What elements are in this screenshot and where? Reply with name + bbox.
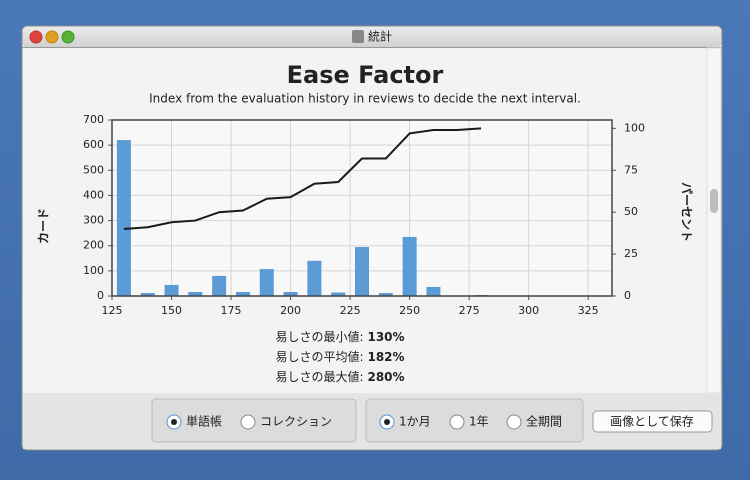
y-tick-label: 400 xyxy=(83,188,104,201)
x-tick-label: 150 xyxy=(161,304,182,317)
bar xyxy=(307,260,322,296)
stat: 易しさの最小値: 130% xyxy=(275,329,404,344)
y-axis-label: カード xyxy=(37,208,51,244)
title-bar xyxy=(22,26,722,48)
stat-value: 280% xyxy=(367,370,404,384)
bar xyxy=(426,286,441,296)
chart-subtitle: Index from the evaluation history in rev… xyxy=(149,92,581,106)
x-tick-label: 300 xyxy=(518,304,539,317)
stat: 易しさの最大値: 280% xyxy=(275,369,404,384)
stat-label: 易しさの最小値: xyxy=(275,329,363,344)
bar xyxy=(331,292,346,296)
radio-button[interactable] xyxy=(240,414,256,430)
bar xyxy=(378,292,393,296)
y2-tick-label: 100 xyxy=(624,121,645,134)
stats: 易しさの最小値: 130% 易しさの平均値: 182% 易しさの最大値: 280% xyxy=(275,329,404,384)
x-tick-label: 125 xyxy=(102,304,123,317)
stat-label: 易しさの平均値: xyxy=(275,349,363,364)
radio-label[interactable]: 1年 xyxy=(469,415,489,429)
plot-frame xyxy=(111,119,613,297)
bar xyxy=(140,292,155,296)
y-tick-label: 200 xyxy=(83,239,104,252)
radio-label[interactable]: 全期間 xyxy=(526,414,562,429)
bar xyxy=(259,269,274,296)
plot: 125 150 175 200 225 250 275 300 3250100200300400… xyxy=(83,113,645,317)
y-tick-label: 0 xyxy=(97,289,104,302)
radio-group xyxy=(365,398,584,443)
radio-dot xyxy=(171,419,177,425)
y-tick-label: 700 xyxy=(83,113,104,126)
save-button-label[interactable]: 画像として保存 xyxy=(610,415,694,429)
radio-label[interactable]: 1か月 xyxy=(399,415,431,429)
y2-tick-label: 0 xyxy=(624,289,631,302)
y-tick-label: 300 xyxy=(83,214,104,227)
radio-label[interactable]: コレクション xyxy=(260,415,332,429)
y-tick-label: 500 xyxy=(83,163,104,176)
x-tick-label: 225 xyxy=(340,304,361,317)
bar xyxy=(116,140,131,296)
y2-axis-label: パーセント xyxy=(680,182,694,242)
bar xyxy=(402,236,417,296)
bar xyxy=(355,246,369,296)
window-title: 統計 xyxy=(368,29,392,44)
minimize-button[interactable] xyxy=(45,30,59,44)
bar xyxy=(212,275,227,296)
zoom-button[interactable] xyxy=(61,30,75,44)
radio-button[interactable] xyxy=(506,414,522,430)
y-tick-label: 600 xyxy=(83,138,104,151)
line xyxy=(123,127,482,230)
radio-label[interactable]: 単語帳 xyxy=(186,414,222,429)
bar xyxy=(164,284,179,296)
chart-title: Ease Factor xyxy=(287,61,444,89)
y2-tick-label: 50 xyxy=(624,205,638,218)
scrollbar-thumb[interactable] xyxy=(710,189,718,213)
bar xyxy=(235,291,250,296)
x-tick-label: 325 xyxy=(578,304,599,317)
stat-label: 易しさの最大値: xyxy=(275,369,363,384)
radio-dot xyxy=(384,419,390,425)
x-tick-label: 275 xyxy=(459,304,480,317)
controls: 単語帳 コレクション 1か月 1年 全期間 画像として保存 xyxy=(151,398,713,443)
y2-tick-label: 25 xyxy=(624,247,638,260)
stat-value: 182% xyxy=(367,350,404,364)
window-icon xyxy=(352,30,364,43)
stat-value: 130% xyxy=(367,330,404,344)
save-button[interactable] xyxy=(592,410,713,433)
radio-button[interactable] xyxy=(449,414,465,430)
stat: 易しさの平均値: 182% xyxy=(275,349,404,364)
bar xyxy=(283,291,298,296)
x-tick-label: 175 xyxy=(221,304,242,317)
x-tick-label: 250 xyxy=(399,304,420,317)
scrollbar-track xyxy=(706,47,722,394)
y2-tick-label: 75 xyxy=(624,163,638,176)
close-button[interactable] xyxy=(29,30,43,44)
x-tick-label: 200 xyxy=(280,304,301,317)
y-tick-label: 100 xyxy=(83,264,104,277)
bar xyxy=(188,291,203,296)
